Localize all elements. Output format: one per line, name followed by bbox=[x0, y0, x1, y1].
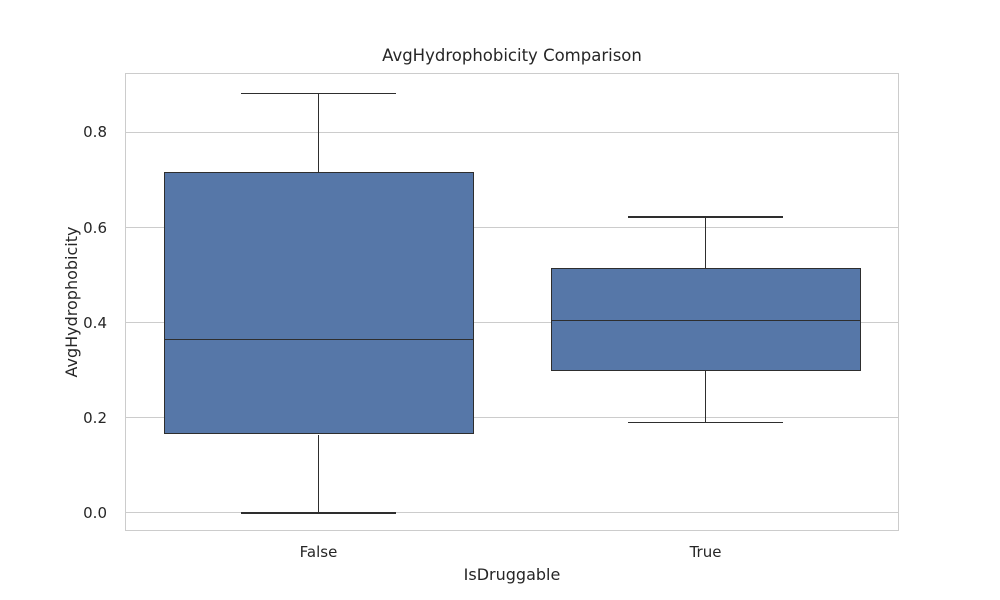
x-axis-label: IsDruggable bbox=[463, 565, 561, 584]
median-False bbox=[163, 338, 474, 341]
plot-area-border bbox=[125, 73, 899, 531]
median-True bbox=[550, 319, 861, 322]
whisker-upper-True bbox=[704, 217, 707, 268]
y-tick-label-0.4: 0.4 bbox=[83, 313, 107, 332]
gridline-y-0.2 bbox=[125, 417, 899, 419]
whisker-upper-False bbox=[317, 93, 320, 172]
whisker-cap-lower-True bbox=[628, 421, 783, 424]
chart-title: AvgHydrophobicity Comparison bbox=[382, 46, 642, 65]
box-False bbox=[163, 171, 474, 435]
gridline-y-0.8 bbox=[125, 131, 899, 133]
whisker-lower-True bbox=[704, 371, 707, 423]
whisker-cap-lower-False bbox=[241, 512, 396, 514]
whisker-lower-False bbox=[317, 434, 320, 513]
whisker-cap-upper-False bbox=[241, 92, 396, 95]
y-tick-label-0.2: 0.2 bbox=[83, 408, 107, 427]
y-tick-label-0.6: 0.6 bbox=[83, 218, 107, 237]
x-tick-label-True: True bbox=[689, 543, 722, 561]
gridline-y-0.0 bbox=[125, 512, 899, 514]
gridline-y-0.4 bbox=[125, 322, 899, 324]
whisker-cap-upper-True bbox=[628, 216, 783, 218]
gridline-y-0.6 bbox=[125, 227, 899, 229]
x-tick-label-False: False bbox=[299, 543, 338, 561]
y-tick-label-0.8: 0.8 bbox=[83, 123, 107, 142]
y-tick-label-0.0: 0.0 bbox=[83, 503, 107, 522]
